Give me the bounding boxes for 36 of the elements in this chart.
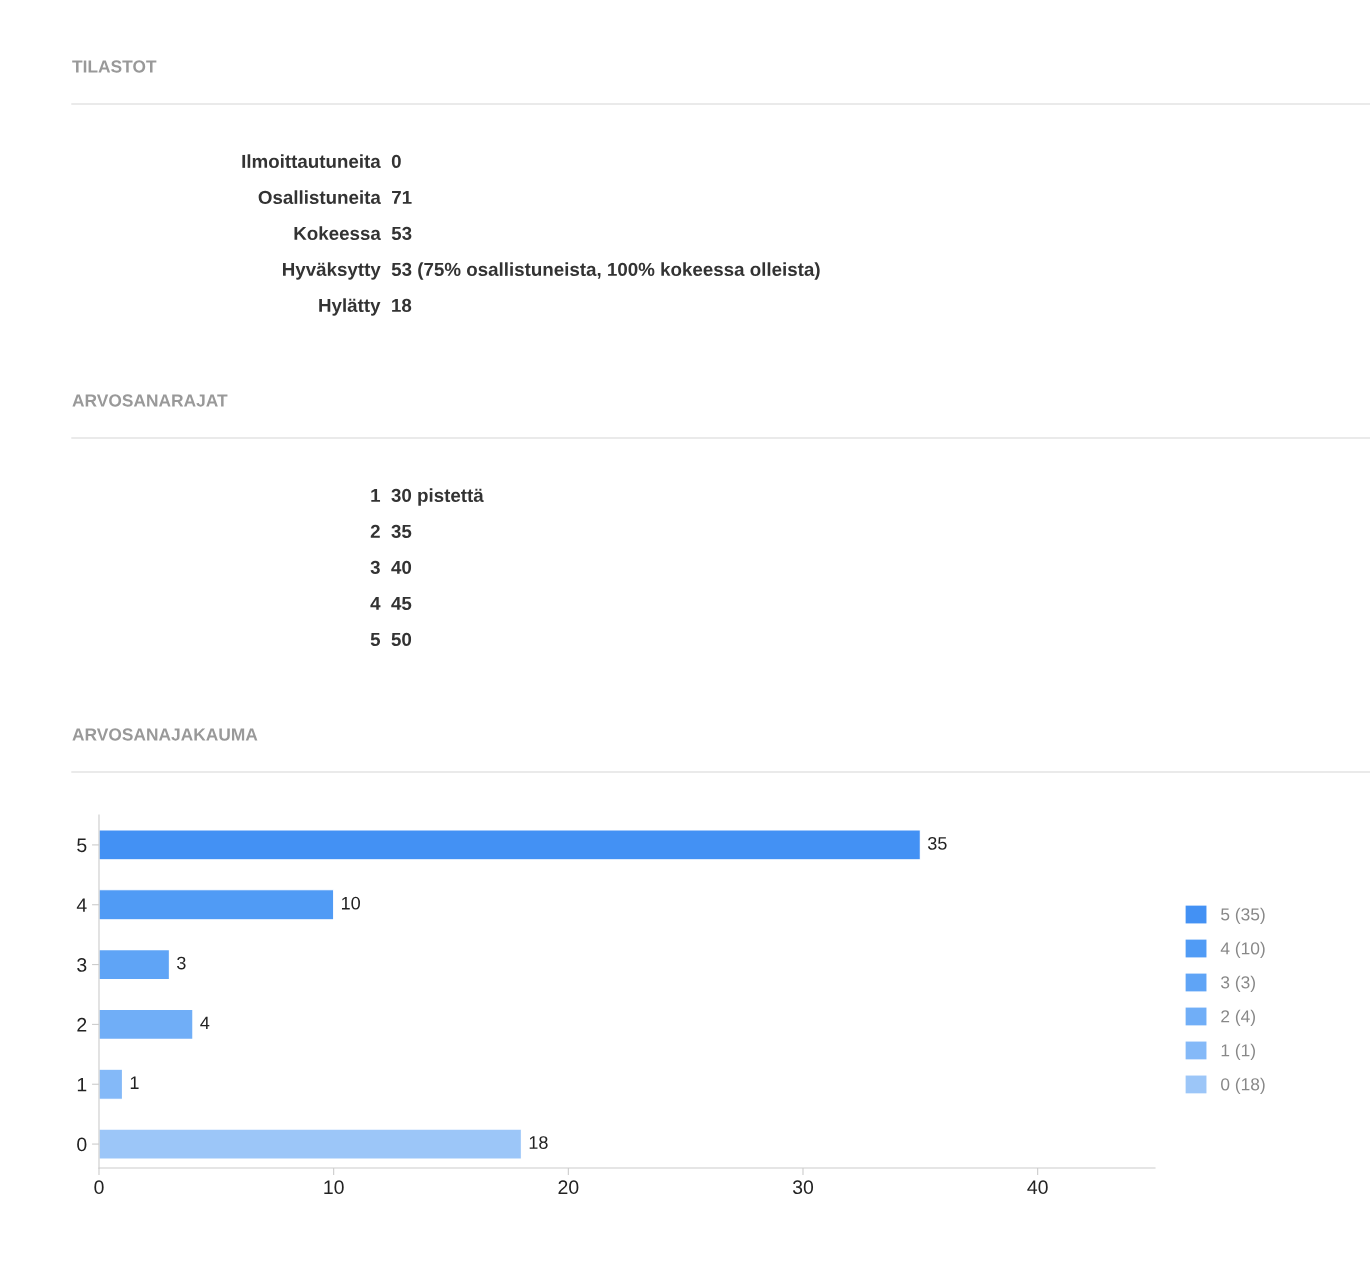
text: Kokeessa 53 <box>294 226 412 241</box>
text: 1 30 pistettä <box>371 488 484 506</box>
x-tick-label: 40 <box>1027 1180 1048 1195</box>
y-tick-label: 1 <box>77 1077 87 1092</box>
x-tick-label: 10 <box>324 1180 344 1195</box>
y-tick-label: 4 <box>76 898 87 912</box>
chart-title: ARVOSANAJAKAUMA <box>72 728 258 741</box>
x-tick-label: 30 <box>792 1180 814 1195</box>
text: Hyväksytty 53 (75% osallistuneista, 100% kokeessa olleista) <box>283 262 820 280</box>
x-tick-label: 20 <box>558 1180 579 1195</box>
data-label: 10 <box>341 896 360 910</box>
text: 4 45 <box>370 596 412 611</box>
data-label: 35 <box>927 836 947 850</box>
y-tick-label: 5 <box>77 838 87 853</box>
y-tick-label: 0 <box>77 1137 87 1152</box>
text: 3 40 <box>370 560 412 575</box>
legend-label: 0 (18) <box>1221 1077 1265 1094</box>
legend-label: 3 (3) <box>1221 975 1255 992</box>
data-label: 4 <box>200 1016 210 1030</box>
y-tick-label: 2 <box>77 1017 87 1032</box>
text: 5 50 <box>370 632 412 647</box>
data-label: 3 <box>177 956 186 970</box>
legend-label: 4 (10) <box>1220 941 1265 958</box>
data-label: 1 <box>130 1076 139 1089</box>
y-tick-label: 3 <box>77 958 87 972</box>
text: Hylätty 18 <box>319 298 412 316</box>
legend-label: 2 (4) <box>1221 1009 1255 1026</box>
legend-label: 1 (1) <box>1221 1043 1255 1060</box>
text: TILASTOT <box>72 60 157 73</box>
text: 2 35 <box>370 524 412 539</box>
data-label: 18 <box>529 1136 548 1149</box>
text: Ilmoittautuneita 0 <box>242 154 401 169</box>
text: Osallistuneita 71 <box>258 190 412 205</box>
text: ARVOSANARAJAT <box>72 394 228 407</box>
legend-label: 5 (35) <box>1221 907 1265 924</box>
x-tick-label: 0 <box>94 1180 104 1195</box>
